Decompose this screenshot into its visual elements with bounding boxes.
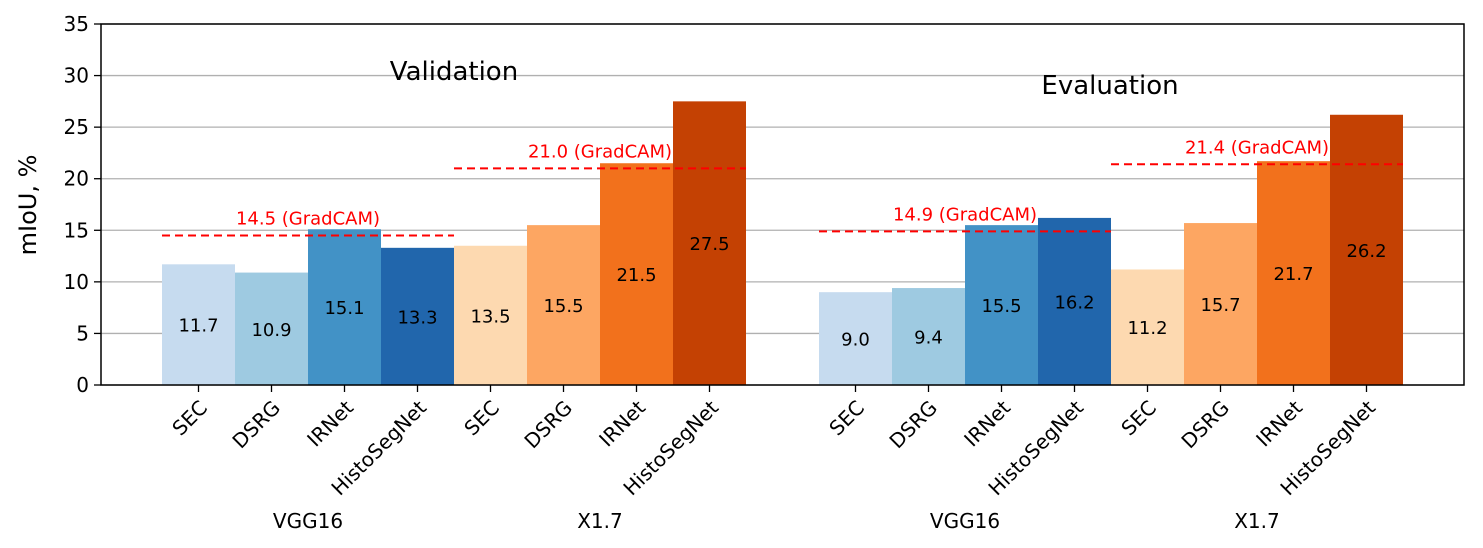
bar-validation-vgg16-dsrg-tick-label: DSRG (227, 396, 285, 454)
bar-evaluation-vgg16-dsrg-value-label: 9.4 (914, 328, 943, 349)
bar-evaluation-x17-irnet-tick-label: IRNet (1251, 395, 1307, 451)
bar-validation-vgg16-dsrg (235, 272, 308, 385)
bar-evaluation-x17-histosegnet (1330, 114, 1403, 385)
bar-validation-vgg16-sec-tick-label: SEC (167, 396, 212, 441)
bar-evaluation-vgg16-histosegnet (1038, 217, 1111, 385)
y-tick-label-10: 10 (64, 270, 89, 294)
bar-evaluation-vgg16-sec-value-label: 9.0 (841, 330, 870, 351)
bar-validation-x17-sec (454, 245, 527, 385)
bar-evaluation-x17-irnet (1257, 161, 1330, 385)
bar-evaluation-x17-sec (1111, 269, 1184, 385)
bar-validation-vgg16-irnet-value-label: 15.1 (324, 298, 364, 319)
bar-evaluation-vgg16-irnet-tick-label: IRNet (959, 395, 1015, 451)
gradcam-label-evaluation-vgg16: 14.9 (GradCAM) (893, 204, 1037, 225)
bar-evaluation-x17-dsrg-value-label: 15.7 (1200, 295, 1240, 316)
bar-validation-x17-histosegnet-value-label: 27.5 (689, 234, 729, 255)
bar-validation-x17-sec-value-label: 13.5 (470, 306, 510, 327)
bar-evaluation-x17-histosegnet-value-label: 26.2 (1346, 241, 1386, 262)
bar-validation-vgg16-irnet (308, 229, 381, 385)
bar-validation-vgg16-irnet-tick-label: IRNet (302, 395, 358, 451)
bar-validation-x17-irnet-tick-label: IRNet (594, 395, 650, 451)
group-label-validation-x17: X1.7 (577, 509, 623, 533)
y-tick-label-20: 20 (64, 167, 89, 191)
bar-evaluation-x17-irnet-value-label: 21.7 (1273, 264, 1313, 285)
y-tick-label-25: 25 (64, 115, 89, 139)
chart-text: 11.7 10.9 15.1 13.3 14.5 (GradCAM) VGG16 13.5 1… (178, 57, 1386, 533)
bar-evaluation-x17-sec-tick-label: SEC (1116, 396, 1161, 441)
y-tick-label-5: 5 (76, 321, 89, 345)
bar-validation-vgg16-dsrg-value-label: 10.9 (251, 320, 291, 341)
gradcam-label-validation-vgg16: 14.5 (GradCAM) (236, 208, 380, 229)
bar-validation-vgg16-histosegnet-value-label: 13.3 (397, 307, 437, 328)
bar-evaluation-x17-dsrg-tick-label: DSRG (1176, 396, 1234, 454)
panel-title-evaluation: Evaluation (1041, 71, 1178, 101)
bar-evaluation-vgg16-irnet-value-label: 15.5 (981, 296, 1021, 317)
y-axis-ticks: 0 5 10 15 20 25 30 35 (64, 12, 101, 397)
bar-validation-x17-dsrg (527, 225, 600, 385)
bar-validation-x17-dsrg-value-label: 15.5 (543, 296, 583, 317)
bar-evaluation-vgg16-sec-tick-label: SEC (824, 396, 869, 441)
bar-evaluation-vgg16-dsrg (892, 288, 965, 385)
group-label-validation-vgg16: VGG16 (273, 509, 343, 533)
bar-validation-vgg16-sec (162, 264, 235, 385)
bar-validation-x17-histosegnet (673, 101, 746, 385)
y-axis-label: mIoU, % (14, 155, 42, 256)
bar-validation-vgg16-histosegnet (381, 247, 454, 385)
bars (162, 101, 1403, 385)
bar-evaluation-x17-sec-value-label: 11.2 (1127, 318, 1167, 339)
axes-frame (100, 23, 1465, 386)
group-label-evaluation-x17: X1.7 (1234, 509, 1280, 533)
gradcam-reference-lines (162, 163, 1403, 237)
bar-evaluation-vgg16-histosegnet-value-label: 16.2 (1054, 292, 1094, 313)
bar-validation-x17-dsrg-tick-label: DSRG (519, 396, 577, 454)
bar-evaluation-vgg16-dsrg-tick-label: DSRG (884, 396, 942, 454)
bar-validation-x17-irnet-value-label: 21.5 (616, 265, 656, 286)
gradcam-label-evaluation-x17: 21.4 (GradCAM) (1185, 137, 1329, 158)
bar-validation-x17-irnet (600, 163, 673, 385)
bar-evaluation-vgg16-irnet (965, 225, 1038, 385)
bar-validation-vgg16-sec-value-label: 11.7 (178, 316, 218, 337)
bar-evaluation-vgg16-sec (819, 292, 892, 385)
y-tick-label-0: 0 (76, 373, 89, 397)
bar-validation-x17-sec-tick-label: SEC (459, 396, 504, 441)
y-tick-label-35: 35 (64, 12, 89, 36)
y-tick-label-15: 15 (64, 218, 89, 242)
y-tick-label-30: 30 (64, 64, 89, 88)
panel-title-validation: Validation (390, 57, 518, 87)
gradcam-label-validation-x17: 21.0 (GradCAM) (528, 141, 672, 162)
bar-evaluation-x17-dsrg (1184, 223, 1257, 385)
group-label-evaluation-vgg16: VGG16 (930, 509, 1000, 533)
